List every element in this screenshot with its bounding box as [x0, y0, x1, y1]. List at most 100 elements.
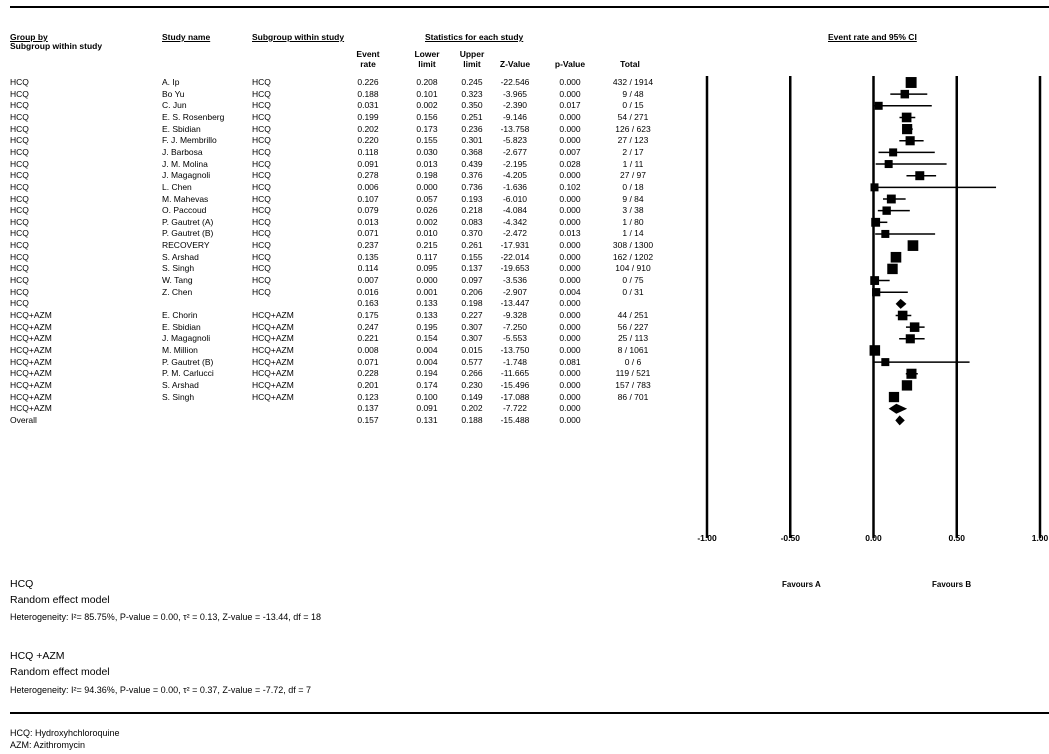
study-marker [886, 194, 896, 204]
study-marker [881, 229, 890, 238]
top-rule [10, 6, 1049, 8]
cell-z: -4.342 [502, 216, 528, 227]
cell-lower: 0.026 [416, 205, 438, 216]
cell-upper: 0.015 [461, 344, 483, 355]
cell-rate: 0.031 [357, 100, 379, 111]
cell-lower: 0.198 [416, 170, 438, 181]
study-marker [889, 148, 898, 157]
cell-lower: 0.004 [416, 344, 438, 355]
x-tick-label: 0.00 [865, 533, 882, 543]
cell-group: HCQ [10, 158, 29, 169]
study-marker [870, 276, 880, 285]
table-row: HCQ Z. Chen HCQ 0.016 0.001 0.206 -2.907 0.004 0… [0, 287, 700, 298]
cell-rate: 0.247 [357, 321, 379, 332]
cell-study: J. Barbosa [162, 146, 203, 157]
cell-z: -3.965 [502, 88, 528, 99]
x-tick-label: 1.00 [1032, 533, 1049, 543]
cell-lower: 0.156 [416, 111, 438, 122]
cell-sub: HCQ [252, 263, 271, 274]
cell-z: -1.636 [502, 181, 528, 192]
cell-z: -13.447 [500, 298, 530, 309]
footnote-hcq-name: HCQ [10, 578, 34, 590]
cell-upper: 0.261 [461, 240, 483, 251]
cell-group: HCQ+AZM [10, 403, 52, 414]
col-upper-limit-line1: Upper [459, 49, 485, 59]
summary-diamond [895, 415, 905, 426]
cell-total: 0 / 6 [624, 356, 642, 367]
col-event-rate: Event rate [346, 49, 390, 69]
study-marker [900, 89, 910, 99]
cell-sub: HCQ+AZM [252, 356, 294, 367]
cell-sub: HCQ [252, 193, 271, 204]
cell-z: -2.472 [502, 228, 528, 239]
cell-lower: 0.057 [416, 193, 438, 204]
cell-group: HCQ [10, 100, 29, 111]
table-row: HCQ 0.163 0.133 0.198 -13.447 0.000 [0, 298, 700, 309]
footnote-hcq-azm-model: Random effect model [10, 666, 110, 678]
table-row: HCQ+AZM P. M. Carlucci HCQ+AZM 0.228 0.194 0.… [0, 368, 700, 379]
study-table: HCQ A. Ip HCQ 0.226 0.208 0.245 -22.546 0.000 43… [0, 0, 700, 540]
cell-p: 0.000 [559, 391, 581, 402]
table-row: HCQ+AZM J. Magagnoli HCQ+AZM 0.221 0.154 0.30… [0, 333, 700, 344]
cell-total: 0 / 31 [622, 286, 644, 297]
cell-z: -22.546 [500, 77, 530, 87]
cell-sub: HCQ [252, 205, 271, 216]
cell-total: 0 / 18 [622, 181, 644, 192]
cell-rate: 0.137 [357, 403, 379, 414]
cell-study: S. Arshad [162, 251, 199, 262]
table-row: HCQ J. M. Molina HCQ 0.091 0.013 0.439 -2.195 0… [0, 159, 700, 170]
table-row: HCQ J. Barbosa HCQ 0.118 0.030 0.368 -2.677 0.0… [0, 147, 700, 158]
cell-upper: 0.230 [461, 379, 483, 390]
abbrev-azm: AZM: Azithromycin [10, 740, 86, 750]
cell-p: 0.000 [559, 123, 581, 134]
cell-sub: HCQ [252, 77, 271, 87]
cell-group: Overall [10, 414, 37, 425]
table-row: HCQ+AZM S. Arshad HCQ+AZM 0.201 0.174 0.230 -1… [0, 380, 700, 391]
cell-z: -13.758 [500, 123, 530, 134]
cell-lower: 0.000 [416, 275, 438, 286]
cell-group: HCQ+AZM [10, 344, 52, 355]
cell-lower: 0.010 [416, 228, 438, 239]
cell-total: 27 / 97 [620, 170, 646, 181]
cell-z: -17.931 [500, 240, 530, 251]
cell-group: HCQ [10, 263, 29, 274]
cell-z: -2.907 [502, 286, 528, 297]
cell-z: -11.665 [500, 368, 530, 379]
table-row: HCQ P. Gautret (A) HCQ 0.013 0.002 0.083 -4.34… [0, 217, 700, 228]
col-lower-limit-line2: limit [418, 59, 436, 69]
cell-p: 0.000 [559, 333, 581, 344]
cell-z: -2.677 [502, 146, 528, 157]
cell-upper: 0.350 [461, 100, 483, 111]
table-row: HCQ S. Arshad HCQ 0.135 0.117 0.155 -22.014 0.0… [0, 252, 700, 263]
cell-p: 0.007 [559, 146, 581, 157]
cell-sub: HCQ+AZM [252, 379, 294, 390]
cell-group: HCQ [10, 240, 29, 251]
cell-group: HCQ [10, 135, 29, 146]
cell-upper: 0.245 [461, 77, 483, 87]
study-marker [871, 217, 881, 227]
cell-group: HCQ [10, 146, 29, 157]
cell-p: 0.000 [559, 240, 581, 251]
cell-study: P. Gautret (B) [162, 228, 214, 239]
cell-total: 27 / 123 [617, 135, 649, 146]
cell-upper: 0.097 [461, 275, 483, 286]
cell-study: C. Jun [162, 100, 187, 111]
cell-sub: HCQ [252, 111, 271, 122]
cell-total: 25 / 113 [617, 333, 649, 344]
cell-group: HCQ+AZM [10, 310, 52, 320]
cell-group: HCQ [10, 170, 29, 181]
cell-study: J. Magagnoli [162, 170, 211, 181]
table-row: HCQ RECOVERY HCQ 0.237 0.215 0.261 -17.931 0.00… [0, 240, 700, 251]
cell-total: 0 / 75 [622, 275, 644, 286]
cell-rate: 0.220 [357, 135, 379, 146]
cell-rate: 0.226 [357, 77, 379, 87]
cell-study: Bo Yu [162, 88, 185, 99]
cell-sub: HCQ [252, 275, 271, 286]
cell-upper: 0.227 [461, 310, 483, 320]
cell-z: -19.653 [500, 263, 530, 274]
study-marker [872, 288, 881, 297]
table-row: HCQ L. Chen HCQ 0.006 0.000 0.736 -1.636 0.102 0… [0, 182, 700, 193]
cell-lower: 0.101 [416, 88, 438, 99]
cell-z: -5.553 [502, 333, 528, 344]
table-row: HCQ F. J. Membrillo HCQ 0.220 0.155 0.301 -5.8… [0, 135, 700, 146]
